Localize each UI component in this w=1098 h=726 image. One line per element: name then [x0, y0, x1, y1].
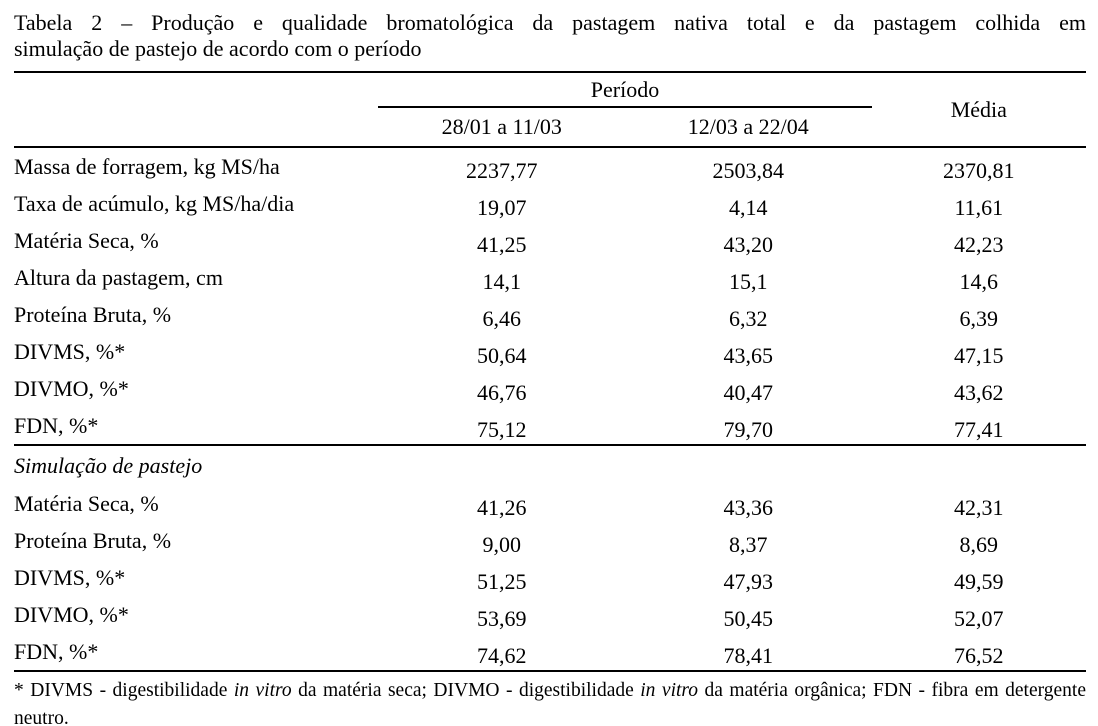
footnote-italic: in vitro: [640, 680, 699, 701]
cell-value: 4,14: [729, 194, 768, 220]
table-row: Proteína Bruta, % 9,00 8,37 8,69: [14, 522, 1086, 559]
cell-value: 43,62: [954, 379, 1004, 405]
row-label: Taxa de acúmulo, kg MS/ha/dia: [14, 190, 295, 216]
footnote-segment: da matéria orgânica; FDN - fibra em dete…: [14, 680, 1086, 726]
cell-value: 2503,84: [712, 157, 785, 183]
header-row-dates: 28/01 a 11/03 12/03 a 22/04: [14, 107, 1086, 148]
cell-value: 42,23: [954, 231, 1004, 257]
cell-value: 2237,77: [466, 157, 538, 183]
table-row: Matéria Seca, % 41,26 43,36 42,31: [14, 485, 1086, 522]
cell-value: 43,36: [723, 494, 774, 520]
row-label: Matéria Seca, %: [14, 490, 159, 516]
cell-value: 14,1: [482, 268, 522, 294]
cell-value: 74,62: [378, 633, 626, 672]
row-label: DIVMO, %*: [14, 375, 129, 401]
header-period-column-2: 12/03 a 22/04: [625, 107, 872, 148]
row-label: FDN, %*: [14, 633, 379, 672]
cell-value: 51,25: [477, 568, 527, 594]
cell-value: 42,31: [954, 494, 1004, 520]
table-row: DIVMO, %* 53,69 50,45 52,07: [14, 596, 1086, 633]
table-row: DIVMO, %* 46,76 40,47 43,62: [14, 370, 1086, 407]
cell-value: 49,59: [954, 568, 1004, 594]
cell-value: 6,39: [959, 305, 999, 331]
cell-value: 47,93: [723, 568, 774, 594]
footnote-segment: * DIVMS - digestibilidade: [14, 680, 234, 701]
cell-value: 9,00: [482, 531, 522, 557]
cell-value: 47,15: [954, 342, 1004, 368]
section-title: Simulação de pastejo: [14, 444, 379, 485]
table-row: Altura da pastagem, cm 14,1 15,1 14,6: [14, 259, 1086, 296]
table-row: DIVMS, %* 50,64 43,65 47,15: [14, 333, 1086, 370]
row-label: Altura da pastagem, cm: [14, 264, 223, 290]
row-label: DIVMS, %*: [14, 338, 126, 364]
cell-value: 6,32: [729, 305, 768, 331]
table-caption: Tabela 2 – Produção e qualidade bromatol…: [14, 10, 1086, 62]
row-label: FDN, %*: [14, 412, 99, 438]
cell-value: 2370,81: [943, 157, 1015, 183]
footnote-italic: in vitro: [233, 680, 292, 701]
table-row: Matéria Seca, % 41,25 43,20 42,23: [14, 222, 1086, 259]
cell-value: 79,70: [723, 416, 774, 442]
cell-value: 19,07: [477, 194, 527, 220]
table-row: DIVMS, %* 51,25 47,93 49,59: [14, 559, 1086, 596]
row-label: DIVMS, %*: [14, 564, 126, 590]
table-row: FDN, %* 74,62 78,41 76,52: [14, 633, 1086, 672]
row-label: Massa de forragem, kg MS/ha: [14, 153, 280, 179]
cell-value: 53,69: [477, 605, 527, 631]
cell-empty: [625, 444, 872, 485]
header-period-column-1: 28/01 a 11/03: [378, 107, 626, 148]
cell-value: 41,25: [477, 231, 527, 257]
cell-value: 77,41: [954, 416, 1004, 442]
row-label: Matéria Seca, %: [14, 227, 159, 253]
cell-value: 46,76: [477, 379, 527, 405]
header-media: Média: [871, 72, 1086, 148]
cell-value: 40,47: [723, 379, 774, 405]
header-row-group: Período Média: [14, 72, 1086, 148]
cell-value: 8,37: [729, 531, 768, 557]
cell-value: 41,26: [477, 494, 527, 520]
cell-value: 6,46: [482, 305, 522, 331]
header-parameter-blank: [14, 72, 379, 148]
table-caption-line-2: simulação de pastejo de acordo com o per…: [14, 36, 422, 61]
cell-value: 43,65: [723, 342, 774, 368]
cell-value: 15,1: [729, 268, 768, 294]
cell-empty: [871, 444, 1086, 485]
cell-value: 43,20: [723, 231, 774, 257]
row-label: Proteína Bruta, %: [14, 527, 172, 553]
cell-value: 76,52: [871, 633, 1086, 672]
table-row: FDN, %* 75,12 79,70 77,41: [14, 407, 1086, 445]
cell-empty: [378, 444, 626, 485]
cell-value: 14,6: [959, 268, 999, 294]
cell-value: 8,69: [959, 531, 999, 557]
cell-value: 50,64: [477, 342, 527, 368]
table-row: Proteína Bruta, % 6,46 6,32 6,39: [14, 296, 1086, 333]
section-header-row: Simulação de pastejo: [14, 444, 1086, 485]
table-row: Taxa de acúmulo, kg MS/ha/dia 19,07 4,14…: [14, 185, 1086, 222]
footnote-segment: da matéria seca; DIVMO - digestibilidade: [291, 680, 641, 701]
row-label: Proteína Bruta, %: [14, 301, 172, 327]
cell-value: 50,45: [723, 605, 774, 631]
header-period-group: Período: [378, 72, 872, 108]
cell-value: 11,61: [954, 194, 1004, 220]
cell-value: 52,07: [954, 605, 1004, 631]
data-table: Período Média 28/01 a 11/03 12/03 a 22/0…: [14, 71, 1086, 672]
table-caption-line-1: Tabela 2 – Produção e qualidade bromatol…: [14, 10, 1086, 35]
cell-value: 75,12: [477, 416, 527, 442]
row-label: DIVMO, %*: [14, 601, 129, 627]
table-row: Massa de forragem, kg MS/ha 2237,77 2503…: [14, 147, 1086, 185]
cell-value: 78,41: [625, 633, 872, 672]
footnote: * DIVMS - digestibilidade in vitro da ma…: [14, 677, 1086, 726]
